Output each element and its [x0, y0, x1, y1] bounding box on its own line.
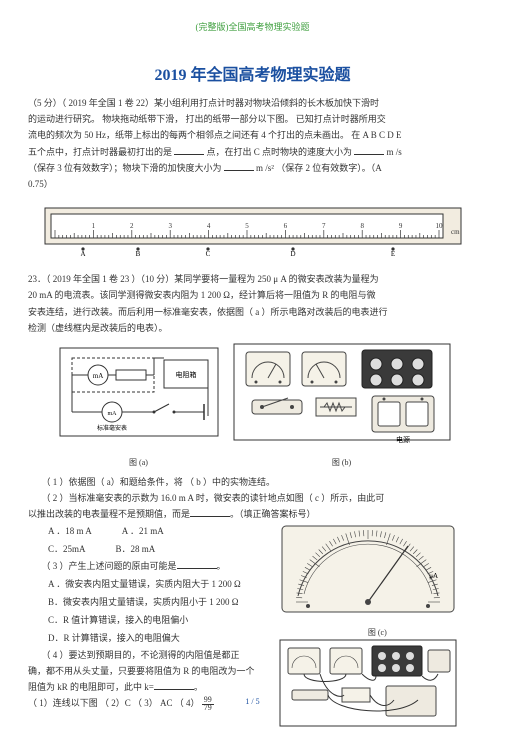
- options-2: A ．18 m A A ．21 mA C．25mA B．28 mA: [28, 522, 272, 558]
- blank: [190, 507, 230, 517]
- page-footer: 1 / 5: [0, 697, 505, 706]
- svg-text:A: A: [80, 250, 85, 258]
- sub4: （ 4 ）要达到预期目的，不论测得的内阻值是都正: [42, 650, 240, 660]
- ruler-figure: 1 2 3 4 5 6 7 8 9 10 cm A B C D E: [43, 200, 463, 263]
- sub2c: 。（填正确答案标号）: [230, 509, 316, 519]
- q22-l4b: 点，在打出 C 点时物块的速度大小为: [207, 147, 353, 157]
- circuit-a: mA 电阻箱 mA 标准毫安表: [54, 342, 224, 452]
- svg-text:B: B: [135, 250, 140, 258]
- header-note: (完整版)全国高考物理实验题: [28, 20, 477, 33]
- q22-l1: （5 分）（ 2019 年全国 1 卷 22）某小组利用打点计时器对物块沿倾斜的…: [28, 98, 379, 108]
- caption-b: 图 (b): [232, 457, 452, 468]
- sub4b: 确，都不用从头丈量，只要要将阻值为 R 的电阻改为一个: [28, 666, 255, 676]
- svg-text:5: 5: [245, 222, 249, 230]
- q23-sub1: （ 1 ）依据图（ a）和题给条件，将 （ b ）中的实物连结。 （ 2 ）当标…: [28, 474, 477, 523]
- svg-text:μA: μA: [429, 572, 438, 580]
- svg-text:D: D: [290, 250, 295, 258]
- q22-l6: 0.75）: [28, 179, 53, 189]
- opt-b3: 微安表内阻丈量错误，实质内阻小于 1 200 Ω: [63, 597, 238, 607]
- opt-a: A ．18 m A: [48, 522, 92, 540]
- opt-b2: B．28 mA: [116, 540, 156, 558]
- q22-l5c: （保存 2 位有效数字）。（A: [276, 163, 382, 173]
- q22-l5b: m /s²: [256, 163, 274, 173]
- options-3: A ．微安表内阻丈量错误，实质内阻大于 1 200 Ω B．微安表内阻丈量错误，…: [28, 575, 272, 647]
- opt-c3: C．R 值计算错误，接入的电阻偏小: [48, 615, 188, 625]
- svg-text:电阻箱: 电阻箱: [175, 370, 196, 379]
- opt-d3: D．R 计算错误，接入的电阻偏大: [48, 633, 180, 643]
- svg-text:mA: mA: [92, 372, 103, 380]
- svg-text:3: 3: [168, 222, 172, 230]
- svg-text:电源: 电源: [396, 435, 410, 444]
- caption-a: 图 (a): [54, 457, 224, 468]
- sub3: （ 3 ）产生上述问题的原由可能是: [42, 561, 177, 571]
- blank: [154, 680, 194, 690]
- svg-text:C: C: [205, 250, 210, 258]
- sub4d: 。: [194, 682, 203, 692]
- wiring-answer: [278, 638, 458, 728]
- sub4c: 阻值为 kR 的电阻即可，此中 k=: [28, 682, 154, 692]
- q22-text: （5 分）（ 2019 年全国 1 卷 22）某小组利用打点计时器对物块沿倾斜的…: [28, 95, 477, 192]
- q23-l4: 检测（虚线框内是改装后的电表）。: [28, 323, 168, 333]
- svg-text:cm: cm: [451, 228, 460, 236]
- svg-text:标准毫安表: 标准毫安表: [96, 424, 126, 432]
- opt-c: C．25mA: [48, 540, 86, 558]
- q23-l2: 20 mA 的电流表。该同学测得微安表内阻为 1 200 Ω，经计算后将一阻值为…: [28, 290, 375, 300]
- blank: [354, 145, 384, 155]
- figure-row-ab: mA 电阻箱 mA 标准毫安表: [28, 342, 477, 468]
- opt-a3: A ．微安表内阻丈量错误，实质内阻大于 1 200 Ω: [48, 579, 241, 589]
- q22-l3: 流电的频次为 50 Hz，纸带上标出的每两个相邻点之间还有 4 个打出的点未画出…: [28, 130, 402, 140]
- blank: [224, 161, 254, 171]
- svg-text:E: E: [390, 250, 394, 258]
- svg-text:1: 1: [91, 222, 95, 230]
- caption-c: 图 (c): [278, 627, 477, 638]
- svg-text:4: 4: [206, 222, 210, 230]
- sub3b: 。: [217, 561, 226, 571]
- svg-text:8: 8: [360, 222, 364, 230]
- svg-text:10: 10: [435, 222, 443, 230]
- sub2: （ 2 ）当标准毫安表的示数为 16.0 m A 时，微安表的读针地点如图（ c…: [42, 493, 385, 503]
- q22-l5: （保存 3 位有效数字）；物块下滑的加快度大小为: [28, 163, 222, 173]
- page-title: 2019 年全国高考物理实验题: [28, 61, 477, 85]
- blank: [177, 559, 217, 569]
- svg-text:2: 2: [130, 222, 134, 230]
- q22-l4a: 五个点中，打点计时器最初打出的是: [28, 147, 172, 157]
- q22-l2: 的运动进行研究。 物块拖动纸带下滑， 打出的纸带一部分以下图。 已知打点计时器所…: [28, 114, 386, 124]
- components-b: 电源: [232, 342, 452, 452]
- svg-text:mA: mA: [107, 411, 117, 417]
- q23-l1: 23．（ 2019 年全国 1 卷 23 ）（10 分）某同学要将一量程为 25…: [28, 274, 379, 284]
- opt-a2: A ．21 mA: [122, 522, 164, 540]
- sub1: （ 1 ）依据图（ a）和题给条件，将 （ b ）中的实物连结。: [42, 477, 276, 487]
- q23-text: 23．（ 2019 年全国 1 卷 23 ）（10 分）某同学要将一量程为 25…: [28, 271, 477, 336]
- sub2b: 以推出改装的电表量程不是预期值，而是: [28, 509, 190, 519]
- svg-text:9: 9: [398, 222, 402, 230]
- meter-c: μA: [278, 522, 458, 622]
- q23-l3: 安表连结，进行改装。而后利用一标准毫安表，依据图（ a ）所示电路对改装后的电表…: [28, 307, 388, 317]
- svg-text:7: 7: [322, 222, 326, 230]
- svg-text:6: 6: [283, 222, 287, 230]
- blank: [174, 145, 204, 155]
- q22-l4u: m /s: [387, 147, 402, 157]
